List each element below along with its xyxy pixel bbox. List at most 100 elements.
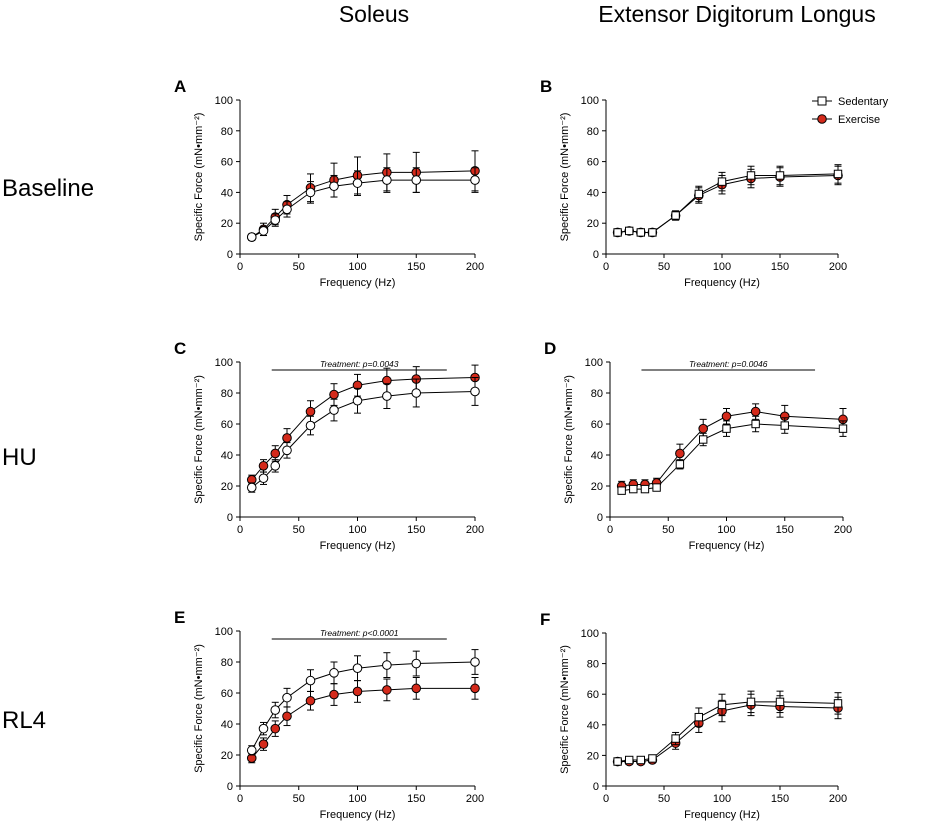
annotation-text-e: Treatment: p<0.0001: [320, 628, 399, 638]
point-sedentary-e-4: [305, 675, 316, 686]
y-axis-label-e: Specific Force (mN•mm⁻²): [193, 644, 205, 773]
point-sedentary-b-5: [694, 189, 703, 199]
series-exercise-f: [612, 693, 843, 767]
point-exercise-d-4: [675, 448, 685, 459]
y-tick-label-c-20: 20: [221, 481, 233, 493]
point-sedentary-a-1: [258, 226, 269, 236]
point-sedentary-f-9: [833, 699, 843, 708]
point-sedentary-c-9: [470, 386, 480, 397]
point-sedentary-c-3: [282, 445, 292, 456]
x-tick-label-d-150: 150: [776, 524, 794, 536]
y-axis-label-f: Specific Force (mN•mm⁻²): [559, 645, 571, 774]
x-tick-label-b-50: 50: [658, 261, 670, 273]
point-sedentary-b-9: [833, 169, 843, 179]
point-sedentary-b-1: [625, 226, 634, 236]
panel-e: E 0 20 40 60 80 100 0 50 100 150 200 Frequency (Hz) S…: [174, 608, 484, 821]
point-exercise-d-6: [721, 411, 732, 422]
series-sedentary-d: [617, 415, 848, 495]
point-exercise-e-4: [305, 695, 316, 706]
point-exercise-c-2: [270, 448, 281, 459]
series-sedentary-c: [246, 377, 480, 493]
y-tick-label-f-0: 0: [593, 781, 599, 793]
point-sedentary-b-0: [613, 228, 622, 237]
panel-f: F 0 20 40 60 80 100 0 50 100 150 200 Frequency (Hz) S…: [540, 610, 847, 821]
point-sedentary-f-1: [625, 755, 634, 765]
point-exercise-c-5: [329, 389, 339, 400]
y-tick-label-e-40: 40: [221, 719, 233, 731]
point-sedentary-b-7: [746, 171, 756, 180]
legend-exercise-label: Exercise: [838, 114, 880, 126]
y-tick-label-a-20: 20: [221, 218, 233, 230]
panel-letter-d: D: [544, 339, 556, 358]
y-tick-label-f-20: 20: [587, 750, 599, 762]
point-sedentary-f-2: [636, 755, 645, 765]
point-exercise-c-1: [258, 461, 269, 471]
point-sedentary-d-8: [780, 421, 789, 430]
column-title-edl: Extensor Digitorum Longus: [598, 1, 875, 27]
x-tick-label-e-0: 0: [237, 793, 243, 805]
series-line-exercise-c: [251, 377, 476, 481]
series-exercise-c: [246, 364, 480, 485]
series-exercise-e: [246, 677, 480, 764]
y-tick-label-f-80: 80: [587, 659, 599, 671]
x-axis-label-a: Frequency (Hz): [320, 277, 396, 289]
y-tick-label-b-60: 60: [587, 157, 599, 169]
point-sedentary-d-5: [699, 435, 708, 444]
row-title-baseline: Baseline: [2, 175, 94, 202]
x-tick-label-f-0: 0: [603, 793, 609, 805]
point-sedentary-a-8: [411, 175, 422, 185]
panel-letter-b: B: [540, 77, 552, 96]
x-axis-label-c: Frequency (Hz): [320, 540, 396, 552]
x-tick-label-b-100: 100: [713, 261, 731, 273]
series-sedentary-e: [246, 649, 480, 756]
y-axis-label-d: Specific Force (mN•mm⁻²): [563, 375, 575, 504]
x-tick-label-c-0: 0: [237, 524, 243, 536]
point-exercise-c-3: [282, 433, 292, 443]
point-sedentary-f-0: [613, 757, 622, 766]
x-tick-label-f-150: 150: [771, 793, 789, 805]
legend-sedentary-marker: [817, 96, 827, 106]
series-line-exercise-e: [251, 687, 475, 759]
x-tick-label-d-50: 50: [662, 524, 674, 536]
point-exercise-e-9: [470, 683, 480, 694]
point-sedentary-e-9: [470, 657, 480, 667]
y-axis-label-c: Specific Force (mN•mm⁻²): [193, 375, 205, 504]
row-title-rl4: RL4: [2, 707, 46, 734]
x-tick-label-a-100: 100: [348, 261, 366, 273]
y-tick-label-d-80: 80: [591, 388, 603, 400]
x-tick-label-b-150: 150: [771, 261, 789, 273]
point-sedentary-c-5: [329, 405, 339, 415]
y-tick-label-f-60: 60: [587, 689, 599, 701]
y-tick-label-e-80: 80: [221, 657, 233, 669]
legend: Sedentary Exercise: [812, 96, 889, 126]
point-exercise-d-5: [698, 423, 709, 434]
panel-letter-f: F: [540, 610, 550, 629]
legend-sedentary-label: Sedentary: [838, 96, 889, 108]
point-sedentary-a-7: [382, 175, 392, 185]
series-sedentary-a: [246, 167, 480, 242]
point-sedentary-a-5: [329, 181, 339, 192]
point-sedentary-d-1: [629, 484, 638, 494]
point-sedentary-d-4: [675, 460, 685, 469]
x-axis-label-d: Frequency (Hz): [689, 540, 765, 552]
point-sedentary-b-3: [648, 228, 657, 237]
panel-letter-c: C: [174, 339, 186, 358]
series-line-sedentary-b: [617, 173, 839, 233]
x-tick-label-e-100: 100: [348, 793, 366, 805]
y-tick-label-f-40: 40: [587, 720, 599, 732]
point-sedentary-e-2: [270, 705, 281, 715]
x-tick-label-b-0: 0: [603, 261, 609, 273]
y-tick-label-b-40: 40: [587, 187, 599, 199]
row-title-hu: HU: [2, 444, 37, 471]
y-tick-label-e-0: 0: [227, 781, 233, 793]
x-tick-label-b-200: 200: [829, 261, 847, 273]
series-line-sedentary-e: [251, 661, 476, 751]
series-line-sedentary-a: [251, 179, 475, 238]
y-tick-label-c-40: 40: [221, 450, 233, 462]
point-exercise-e-1: [258, 739, 269, 749]
y-tick-label-b-80: 80: [587, 126, 599, 138]
series-exercise-d: [616, 403, 848, 492]
series-line-sedentary-c: [251, 390, 476, 488]
series-line-sedentary-d: [621, 423, 844, 492]
point-sedentary-f-4: [671, 734, 680, 743]
